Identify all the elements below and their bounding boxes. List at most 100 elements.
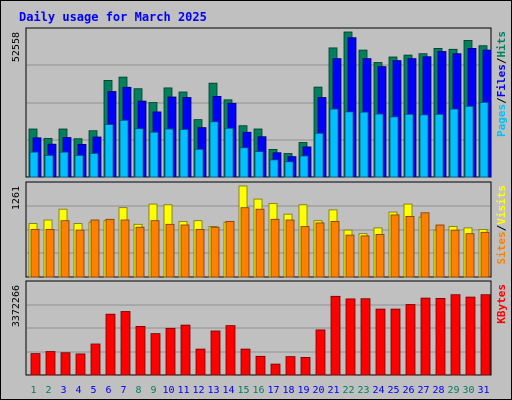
axis-label-part: Files <box>495 64 508 97</box>
x-tick-label-day-23: 23 <box>357 385 369 396</box>
bar-pages-day-23 <box>359 111 369 178</box>
bar-sites-day-25 <box>390 214 400 278</box>
bar-pages-day-8 <box>134 128 144 178</box>
panel-1-axis-label: Sites/Visits <box>495 185 508 265</box>
bar-sites-day-16 <box>255 208 265 278</box>
x-tick-label-day-4: 4 <box>75 385 81 396</box>
bar-sites-day-15 <box>240 207 250 278</box>
bar-kbytes-day-27 <box>420 297 431 376</box>
bar-sites-day-10 <box>165 223 175 278</box>
panel-2-ymax-label: 3372266 <box>11 285 22 327</box>
bar-pages-day-9 <box>149 131 159 178</box>
bar-kbytes-day-17 <box>270 363 281 376</box>
x-tick-label-day-6: 6 <box>105 385 111 396</box>
x-tick-label-day-21: 21 <box>327 385 339 396</box>
bar-kbytes-day-1 <box>30 353 41 376</box>
bar-pages-day-18 <box>284 161 294 178</box>
bar-pages-day-6 <box>104 124 114 178</box>
bar-kbytes-day-5 <box>90 343 101 376</box>
x-tick-label-day-29: 29 <box>447 385 459 396</box>
bar-sites-day-23 <box>360 235 370 278</box>
bar-sites-day-21 <box>330 220 340 278</box>
bar-kbytes-day-24 <box>375 308 386 376</box>
bar-kbytes-day-19 <box>300 356 311 376</box>
bar-pages-day-24 <box>374 113 384 178</box>
bar-pages-day-3 <box>59 151 69 178</box>
bar-kbytes-day-10 <box>165 327 176 376</box>
bar-sites-day-1 <box>30 228 40 278</box>
bar-kbytes-day-4 <box>75 353 86 376</box>
bar-sites-day-29 <box>450 229 460 278</box>
bar-sites-day-22 <box>345 234 355 278</box>
bar-sites-day-2 <box>45 228 55 278</box>
bar-sites-day-4 <box>75 229 85 278</box>
x-tick-label-day-17: 17 <box>267 385 279 396</box>
bar-sites-day-20 <box>315 222 325 278</box>
bar-sites-day-7 <box>120 219 130 278</box>
bar-pages-day-10 <box>164 128 174 178</box>
x-tick-label-day-14: 14 <box>222 385 234 396</box>
bar-kbytes-day-29 <box>450 294 461 376</box>
x-tick-label-day-2: 2 <box>45 385 51 396</box>
panel-0-ymax-label: 52558 <box>11 32 22 62</box>
bar-pages-day-27 <box>419 114 429 178</box>
x-tick-label-day-31: 31 <box>477 385 489 396</box>
bar-kbytes-day-28 <box>435 297 446 376</box>
bar-kbytes-day-14 <box>225 325 236 376</box>
x-tick-label-day-18: 18 <box>282 385 294 396</box>
bar-kbytes-day-3 <box>60 352 71 376</box>
bar-kbytes-day-30 <box>465 296 476 376</box>
bar-kbytes-day-22 <box>345 298 356 376</box>
bar-kbytes-day-21 <box>330 295 341 376</box>
axis-label-part: / <box>495 57 508 64</box>
x-tick-label-day-12: 12 <box>192 385 204 396</box>
x-tick-label-day-11: 11 <box>177 385 189 396</box>
bar-sites-day-17 <box>270 218 280 278</box>
panel-1-ymax-label: 1261 <box>11 186 22 210</box>
x-tick-label-day-27: 27 <box>417 385 429 396</box>
x-tick-label-day-15: 15 <box>237 385 249 396</box>
bar-pages-day-28 <box>434 114 444 178</box>
panel-0-axis-label: Pages/Files/Hits <box>495 31 508 137</box>
bar-kbytes-day-25 <box>390 308 401 376</box>
bar-pages-day-19 <box>299 155 309 178</box>
bar-kbytes-day-23 <box>360 298 371 376</box>
bar-pages-day-29 <box>449 108 459 178</box>
bar-pages-day-31 <box>479 102 489 178</box>
bar-kbytes-day-15 <box>240 348 251 376</box>
bar-pages-day-1 <box>29 151 39 178</box>
bar-pages-day-17 <box>269 159 279 178</box>
bar-kbytes-day-9 <box>150 333 161 376</box>
x-tick-label-day-30: 30 <box>462 385 474 396</box>
x-tick-label-day-1: 1 <box>30 385 36 396</box>
bar-pages-day-26 <box>404 114 414 178</box>
axis-label-part: Pages <box>495 104 508 137</box>
x-tick-label-day-28: 28 <box>432 385 444 396</box>
bar-pages-day-13 <box>209 121 219 178</box>
bar-sites-day-31 <box>480 231 490 278</box>
axis-label-part: Sites <box>495 231 508 264</box>
bar-sites-day-18 <box>285 219 295 278</box>
bar-pages-day-14 <box>224 128 234 178</box>
bar-kbytes-day-2 <box>45 351 56 376</box>
bar-kbytes-day-13 <box>210 330 221 376</box>
bar-sites-day-24 <box>375 233 385 278</box>
x-tick-label-day-19: 19 <box>297 385 309 396</box>
bar-pages-day-30 <box>464 106 474 178</box>
bar-kbytes-day-26 <box>405 304 416 376</box>
axis-label-part: Visits <box>495 185 508 225</box>
bar-pages-day-5 <box>89 153 99 178</box>
x-tick-label-day-25: 25 <box>387 385 399 396</box>
bar-kbytes-day-12 <box>195 348 206 376</box>
bar-sites-day-19 <box>300 226 310 278</box>
bar-sites-day-5 <box>90 219 100 278</box>
bar-kbytes-day-7 <box>120 311 131 376</box>
bar-pages-day-4 <box>74 155 84 178</box>
x-tick-label-day-8: 8 <box>135 385 141 396</box>
bar-sites-day-3 <box>60 220 70 278</box>
bar-pages-day-20 <box>314 132 324 178</box>
bar-sites-day-11 <box>180 224 190 278</box>
bar-kbytes-day-16 <box>255 355 266 376</box>
bar-pages-day-11 <box>179 129 189 178</box>
x-tick-label-day-22: 22 <box>342 385 354 396</box>
